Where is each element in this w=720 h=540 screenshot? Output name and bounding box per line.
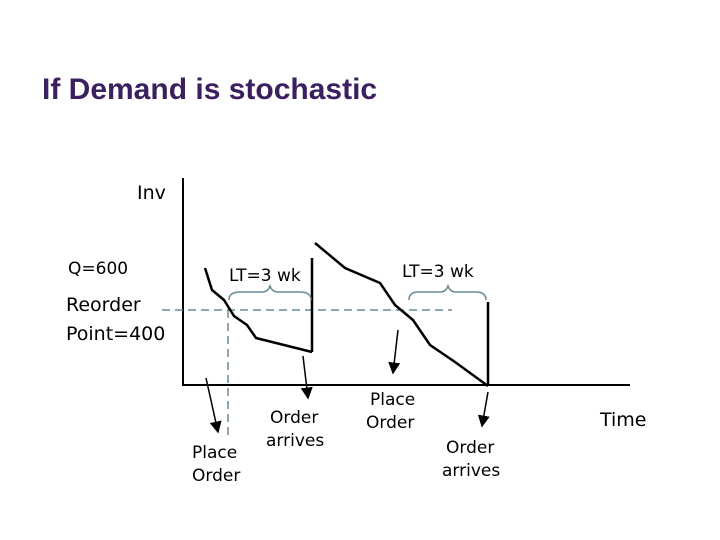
x-axis-label: Time <box>599 409 647 431</box>
inventory-curve <box>314 242 489 388</box>
arrow <box>477 391 490 428</box>
place-order-label: Place <box>370 390 415 410</box>
order-arrives-label: Order <box>446 438 494 458</box>
order-arrives-label: arrives <box>442 461 500 481</box>
lead-time-brace <box>408 283 487 301</box>
order-arrives-label: Order <box>270 408 318 428</box>
place-order-label: Order <box>192 466 240 486</box>
y-axis-label: Inv <box>137 182 166 204</box>
place-order-label: Place <box>192 443 237 463</box>
order-arrives-label: arrives <box>266 431 324 451</box>
arrow <box>205 377 222 434</box>
reorder-label: Reorder <box>66 294 141 316</box>
reorder-label: Point=400 <box>66 323 165 345</box>
lead-time-label: LT=3 wk <box>402 262 474 282</box>
inventory-curve <box>203 267 313 354</box>
lead-time-brace <box>228 283 312 301</box>
q-label: Q=600 <box>68 259 128 279</box>
arrow <box>300 355 313 400</box>
lead-time-label: LT=3 wk <box>229 266 301 286</box>
arrow <box>388 329 401 375</box>
title: If Demand is stochastic <box>42 73 377 106</box>
place-order-label: Order <box>366 413 414 433</box>
